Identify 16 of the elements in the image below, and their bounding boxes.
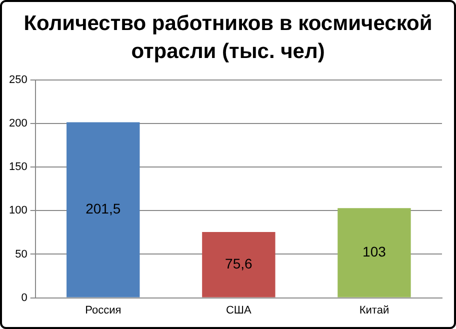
data-label: 103 xyxy=(362,244,386,260)
bar xyxy=(66,122,140,298)
data-label: 75,6 xyxy=(225,255,253,272)
y-tick-label: 150 xyxy=(8,161,28,174)
x-tick-label: США xyxy=(226,304,252,316)
x-tick-label: Китай xyxy=(359,304,390,316)
y-tick-label: 100 xyxy=(8,204,28,217)
y-tick-label: 200 xyxy=(8,118,28,130)
y-tick-label: 0 xyxy=(21,292,28,304)
chart-title: Количество работников в космической отрасли (тыс. чел) xyxy=(22,11,434,65)
bar xyxy=(202,232,276,298)
data-label: 201,5 xyxy=(86,200,121,217)
bar xyxy=(338,208,411,298)
y-tick-label: 50 xyxy=(15,248,28,260)
x-tick-label: Россия xyxy=(85,304,122,316)
y-tick-label: 250 xyxy=(8,74,28,86)
